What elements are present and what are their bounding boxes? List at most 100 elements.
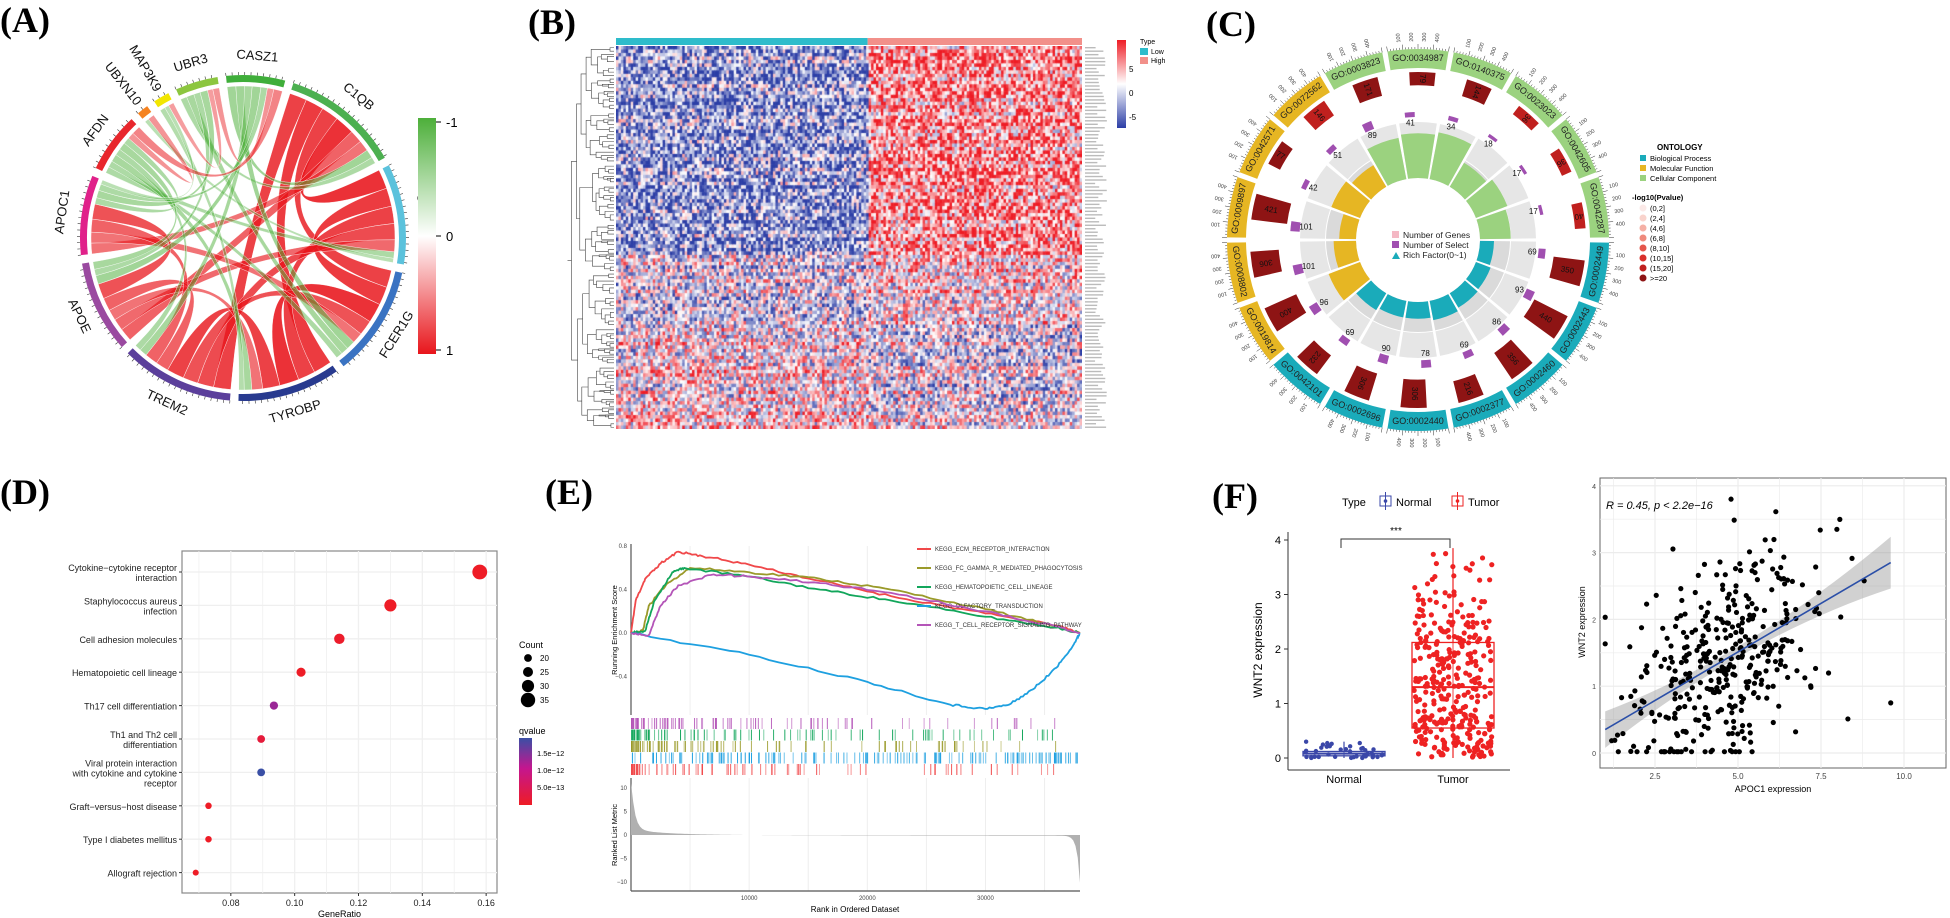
hit-tick [973, 718, 975, 729]
axis-tick [157, 95, 160, 99]
data-point [1674, 749, 1680, 755]
data-point [1347, 744, 1353, 749]
hit-tick [886, 752, 888, 764]
data-point [1784, 616, 1790, 622]
data-point [1435, 687, 1441, 694]
scale-tick [1497, 61, 1500, 67]
dendrogram-branch [600, 54, 614, 60]
data-point [1440, 665, 1447, 672]
hit-tick [878, 741, 880, 752]
dendrogram-branch [596, 370, 606, 385]
scale-tick [1595, 168, 1598, 170]
hit-tick [694, 718, 696, 729]
hit-tick [811, 729, 813, 741]
hit-tick [938, 752, 940, 764]
dendrogram-branch [599, 390, 614, 392]
data-point [1793, 606, 1799, 613]
hit-tick [751, 752, 753, 764]
go-term-band [1324, 390, 1386, 428]
axis-tick [80, 204, 84, 206]
scale-tick [1520, 400, 1523, 403]
y-tick-label: 1 [1592, 684, 1596, 691]
hit-tick [874, 752, 876, 764]
scale-tick [1345, 417, 1348, 420]
data-point [1746, 637, 1752, 643]
annotation-bar-high [867, 38, 1082, 45]
scale-tick-label: 100 [1465, 38, 1473, 48]
data-point [1662, 656, 1668, 662]
scale-tick [1269, 364, 1274, 369]
significance-bracket [1340, 538, 1451, 548]
data-point [1417, 635, 1423, 642]
dendrogram-branch [607, 225, 614, 230]
hit-tick [1007, 752, 1009, 764]
axis-tick [401, 199, 405, 201]
data-point [1468, 655, 1474, 661]
rich-factor-background-outer [1465, 138, 1508, 180]
data-point [1706, 669, 1713, 675]
row-label-mark [1085, 255, 1103, 258]
data-point [1812, 665, 1819, 672]
data-point [1693, 717, 1699, 723]
panel-label-f: (F) [1212, 476, 1258, 516]
row-label-mark [1085, 210, 1097, 213]
data-point [1642, 667, 1649, 673]
number-of-genes-bar [1461, 79, 1492, 105]
significance-label: *** [1390, 526, 1402, 537]
data-point [1433, 560, 1439, 567]
dendrogram-branch [598, 355, 614, 360]
go-term-band [1239, 119, 1285, 179]
row-label-mark [1085, 165, 1107, 167]
data-point [1729, 730, 1735, 737]
dendrogram-branch [598, 348, 614, 351]
dendrogram-branch [603, 176, 614, 180]
row-label-mark [1085, 426, 1107, 428]
y-tick-label: 0.8 [619, 544, 628, 550]
category-label: infection [143, 606, 177, 616]
hit-tick [923, 764, 925, 775]
hit-tick [702, 752, 704, 764]
hit-tick [956, 764, 958, 775]
hit-tick [691, 752, 693, 764]
axis-tick [336, 371, 339, 375]
colorbar-tick-label: 1 [446, 343, 453, 358]
scale-tick-label: 400 [1217, 181, 1227, 189]
data-point [334, 633, 345, 645]
data-point [1487, 577, 1493, 583]
scale-tick [1598, 175, 1604, 178]
data-point [1312, 754, 1317, 759]
hit-tick [923, 718, 925, 729]
hit-tick [889, 752, 891, 764]
go-term-band [1387, 409, 1449, 432]
row-label-mark [1085, 168, 1100, 171]
hit-tick [637, 741, 639, 752]
data-point [1412, 738, 1419, 745]
axis-tick [157, 377, 160, 381]
axis-tick [127, 354, 130, 358]
scale-tick-label: 200 [1240, 342, 1251, 352]
data-point [1728, 632, 1734, 639]
dendrogram-branch [607, 240, 614, 245]
dendrogram-branch [604, 211, 614, 218]
hit-tick [649, 729, 651, 741]
data-point [1427, 597, 1433, 603]
data-point [1486, 635, 1492, 642]
row-label-mark [1085, 259, 1098, 261]
hit-tick [635, 718, 637, 729]
rich-factor-background-outer [1465, 300, 1508, 342]
chord-link [100, 105, 195, 200]
scale-tick [1510, 406, 1514, 412]
dendrogram-branch [607, 374, 614, 379]
scale-tick-label: 200 [1421, 438, 1427, 447]
data-point [1668, 682, 1674, 689]
scale-tick [1494, 63, 1496, 66]
scale-tick-label: 300 [1277, 386, 1288, 397]
hit-tick [634, 741, 636, 752]
axis-tick [94, 310, 98, 313]
row-label-mark [1085, 356, 1102, 359]
hit-tick [702, 741, 704, 752]
number-of-genes-bar [1303, 100, 1334, 131]
data-point [1715, 635, 1721, 641]
hit-tick [816, 764, 818, 775]
